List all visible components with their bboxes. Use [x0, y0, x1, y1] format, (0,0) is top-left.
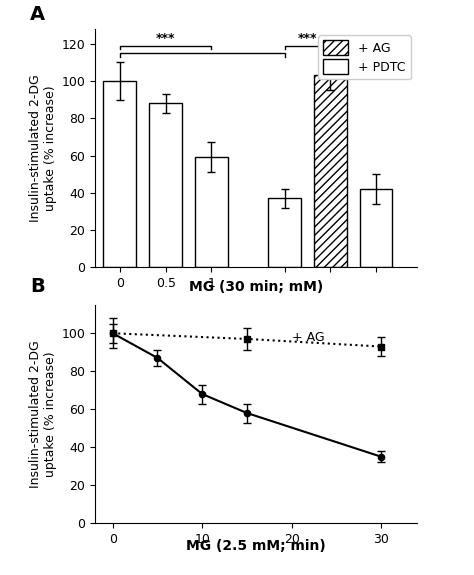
Bar: [268, 198, 301, 267]
Y-axis label: Insulin-stimulated 2-DG
uptake (% increase): Insulin-stimulated 2-DG uptake (% increa…: [29, 340, 57, 488]
Bar: [359, 189, 392, 267]
Y-axis label: Insulin-stimulated 2-DG
uptake (% increase): Insulin-stimulated 2-DG uptake (% increa…: [29, 74, 57, 222]
Bar: [149, 104, 182, 267]
Text: A: A: [30, 5, 46, 24]
Bar: [314, 75, 346, 267]
Bar: [195, 158, 228, 267]
Text: + AG: + AG: [292, 331, 324, 343]
Text: MG (2.5 mM; min): MG (2.5 mM; min): [186, 539, 326, 553]
Text: B: B: [30, 277, 45, 296]
Legend: + AG, + PDTC: + AG, + PDTC: [319, 35, 411, 79]
Text: ***: ***: [156, 32, 175, 45]
Text: MG (30 min; mM): MG (30 min; mM): [189, 280, 323, 294]
Text: ***: ***: [298, 32, 317, 45]
Bar: [103, 81, 137, 267]
